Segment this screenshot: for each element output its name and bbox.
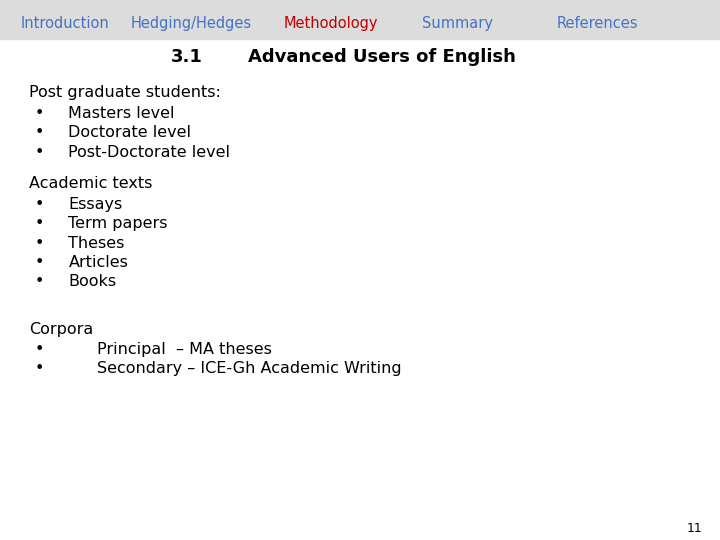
Text: Books: Books: [68, 274, 117, 289]
Text: Methodology: Methodology: [284, 16, 379, 31]
Text: •: •: [35, 255, 45, 270]
Text: Theses: Theses: [68, 235, 125, 251]
Text: Summary: Summary: [422, 16, 492, 31]
Text: Masters level: Masters level: [68, 106, 175, 121]
Text: •: •: [35, 197, 45, 212]
Text: Advanced Users of English: Advanced Users of English: [248, 48, 516, 66]
Text: Doctorate level: Doctorate level: [68, 125, 192, 140]
Text: 11: 11: [686, 522, 702, 535]
Text: •: •: [35, 361, 45, 376]
Text: Corpora: Corpora: [29, 322, 93, 337]
Text: •: •: [35, 145, 45, 160]
Text: •: •: [35, 235, 45, 251]
Text: •: •: [35, 106, 45, 121]
Text: •: •: [35, 342, 45, 357]
Bar: [0, 0, 720, 39]
Text: Post graduate students:: Post graduate students:: [29, 85, 220, 100]
Text: Essays: Essays: [68, 197, 122, 212]
Text: Term papers: Term papers: [68, 216, 168, 231]
Text: Post-Doctorate level: Post-Doctorate level: [68, 145, 230, 160]
Text: References: References: [557, 16, 639, 31]
Text: Secondary – ICE-Gh Academic Writing: Secondary – ICE-Gh Academic Writing: [97, 361, 402, 376]
Text: Academic texts: Academic texts: [29, 176, 152, 191]
Text: 3.1: 3.1: [171, 48, 203, 66]
Text: Principal  – MA theses: Principal – MA theses: [97, 342, 272, 357]
Text: •: •: [35, 125, 45, 140]
Text: Introduction: Introduction: [20, 16, 109, 31]
Text: Hedging/Hedges: Hedging/Hedges: [130, 16, 251, 31]
Text: •: •: [35, 216, 45, 231]
Text: Articles: Articles: [68, 255, 128, 270]
Text: •: •: [35, 274, 45, 289]
